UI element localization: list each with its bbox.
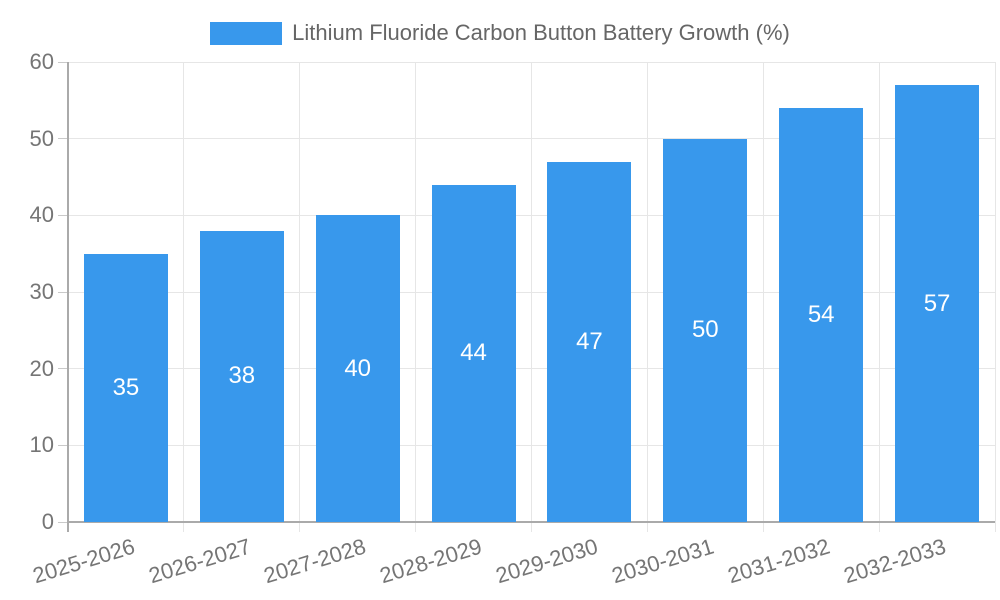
gridline-vertical — [994, 62, 996, 532]
bar[interactable]: 54 — [779, 108, 864, 522]
bar-value-label: 50 — [691, 316, 719, 344]
bar-value-label: 40 — [344, 354, 372, 382]
bar[interactable]: 50 — [663, 138, 748, 522]
x-axis-line — [68, 521, 995, 523]
y-axis-tick-label: 10 — [29, 432, 54, 458]
bar-value-label: 35 — [112, 373, 140, 401]
bar-value-label: 38 — [228, 362, 256, 390]
bar[interactable]: 57 — [895, 85, 980, 522]
gridline-vertical — [183, 62, 185, 532]
x-axis-tick-label: 2026-2027 — [145, 533, 254, 589]
y-axis-tick-label: 60 — [29, 49, 54, 74]
x-axis-tick-label: 2025-2026 — [29, 533, 138, 589]
x-axis-tick-label: 2029-2030 — [493, 533, 601, 589]
bar[interactable]: 40 — [315, 215, 400, 522]
legend-swatch — [210, 21, 283, 45]
x-axis-tick-label: 2030-2031 — [608, 533, 717, 589]
bar[interactable]: 35 — [83, 253, 168, 522]
bar-value-label: 54 — [807, 301, 835, 328]
gridline-vertical — [646, 62, 648, 532]
y-axis-tick — [58, 61, 68, 63]
gridline-vertical — [762, 62, 764, 532]
gridline-vertical — [415, 62, 417, 532]
bar[interactable]: 44 — [431, 184, 516, 522]
y-axis-tick — [58, 444, 68, 446]
bar[interactable]: 47 — [547, 161, 632, 522]
x-axis-tick-label: 2032-2033 — [840, 533, 949, 589]
y-axis-tick — [58, 521, 68, 523]
y-axis-tick — [58, 138, 68, 140]
y-axis-line — [67, 62, 69, 532]
y-axis-tick-label: 20 — [29, 355, 54, 381]
bar-value-label: 47 — [576, 327, 603, 355]
legend-label: Lithium Fluoride Carbon Button Battery G… — [292, 20, 790, 45]
gridline-vertical — [299, 62, 301, 532]
x-axis-tick-label: 2031-2032 — [724, 533, 833, 589]
y-axis-tick-label: 40 — [29, 202, 54, 228]
chart-legend[interactable]: Lithium Fluoride Carbon Button Battery G… — [0, 19, 1000, 47]
y-axis-tick — [58, 214, 68, 216]
bar-value-label: 57 — [923, 289, 951, 317]
bar-value-label: 44 — [460, 339, 487, 367]
gridline-vertical — [878, 62, 880, 532]
gridline-vertical — [531, 62, 532, 532]
y-axis-tick — [58, 368, 68, 370]
y-axis-tick-label: 0 — [41, 509, 54, 534]
y-axis-tick — [58, 291, 68, 293]
x-axis-tick-label: 2028-2029 — [377, 533, 486, 589]
y-axis-tick-label: 50 — [29, 125, 54, 151]
bar[interactable]: 38 — [199, 230, 284, 522]
y-axis-tick-label: 30 — [29, 279, 54, 304]
x-axis-tick-label: 2027-2028 — [261, 533, 370, 589]
